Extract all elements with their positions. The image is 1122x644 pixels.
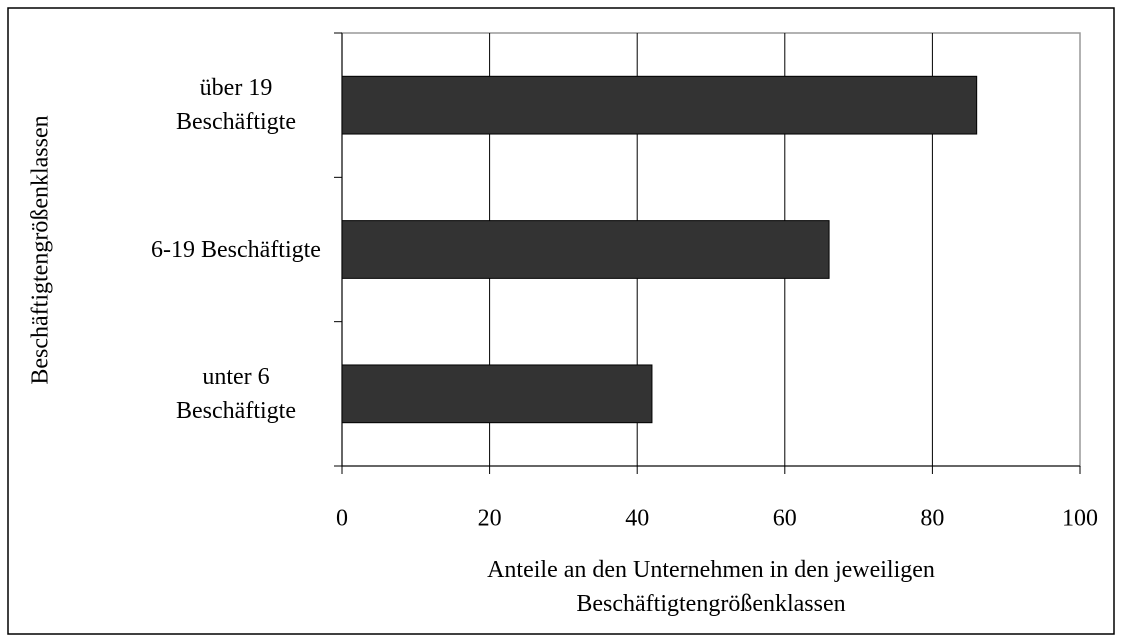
y-tick-label: unter 6 Beschäftigte [176,363,296,424]
x-tick-label: 80 [920,506,944,532]
x-tick-label: 20 [478,506,502,532]
x-axis-label: Anteile an den Unternehmen in den jeweil… [487,557,935,617]
bar [341,75,978,135]
bar [341,364,653,424]
x-tick-label: 60 [773,506,797,532]
y-axis-label: Beschäftigtengrößenklassen [28,115,54,384]
x-tick-label: 40 [625,506,649,532]
bar [341,220,830,279]
x-tick-label: 100 [1062,506,1098,532]
y-tick-label: über 19 Beschäftigte [176,75,296,136]
x-tick-label: 0 [336,506,348,532]
y-tick-label: 6-19 Beschäftigte [151,236,321,263]
